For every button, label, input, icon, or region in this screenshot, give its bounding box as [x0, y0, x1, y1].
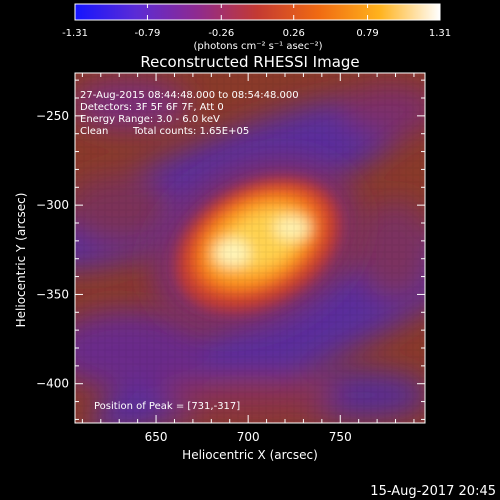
y-tick-label: −250 [36, 109, 69, 123]
x-tick-label: 700 [237, 430, 260, 444]
y-axis-label: Heliocentric Y (arcsec) [14, 193, 28, 328]
colorbar-tick-label: 0.79 [356, 28, 378, 39]
y-tick-label: −300 [36, 198, 69, 212]
colorbar-tick-label: 0.26 [283, 28, 305, 39]
annotation-peak-position: Position of Peak = [731,-317] [94, 401, 240, 412]
footer-timestamp: 15-Aug-2017 20:45 [370, 484, 496, 499]
annotation-total-counts: Total counts: 1.65E+05 [132, 126, 249, 137]
annotation-energy-range: Energy Range: 3.0 - 6.0 keV [80, 114, 220, 125]
annotation-clean: Clean [80, 126, 108, 137]
colorbar-units: (photons cm⁻² s⁻¹ asec⁻²) [193, 41, 322, 52]
plot-frame [74, 72, 426, 424]
colorbar-tick-label: -0.79 [135, 28, 161, 39]
colorbar-tick-label: -0.26 [208, 28, 234, 39]
x-tick-label: 650 [145, 430, 168, 444]
colorbar-tick-label: -1.31 [62, 28, 88, 39]
annotation-time-range: 27-Aug-2015 08:44:48.000 to 08:54:48.000 [80, 90, 299, 101]
colorbar-tick-label: 1.31 [429, 28, 451, 39]
axis-ticks: 650 700 750 −250 −300 −350 −400 [36, 73, 425, 444]
colorbar-gradient [74, 3, 441, 21]
x-axis-label: Heliocentric X (arcsec) [182, 448, 318, 462]
x-tick-label: 750 [329, 430, 352, 444]
solar-map-image [75, 73, 425, 423]
y-tick-label: −350 [36, 287, 69, 301]
y-tick-label: −400 [36, 377, 69, 391]
annotation-detectors: Detectors: 3F 5F 6F 7F, Att 0 [80, 102, 224, 113]
image-title: Reconstructed RHESSI Image [140, 53, 359, 71]
colorbar-ticks: -1.31 -0.79 -0.26 0.26 0.79 1.31 [62, 4, 451, 39]
colorbar: -1.31 -0.79 -0.26 0.26 0.79 1.31 (photons cm⁻… [62, 3, 451, 52]
annotation-block: 27-Aug-2015 08:44:48.000 to 08:54:48.000… [80, 90, 299, 137]
